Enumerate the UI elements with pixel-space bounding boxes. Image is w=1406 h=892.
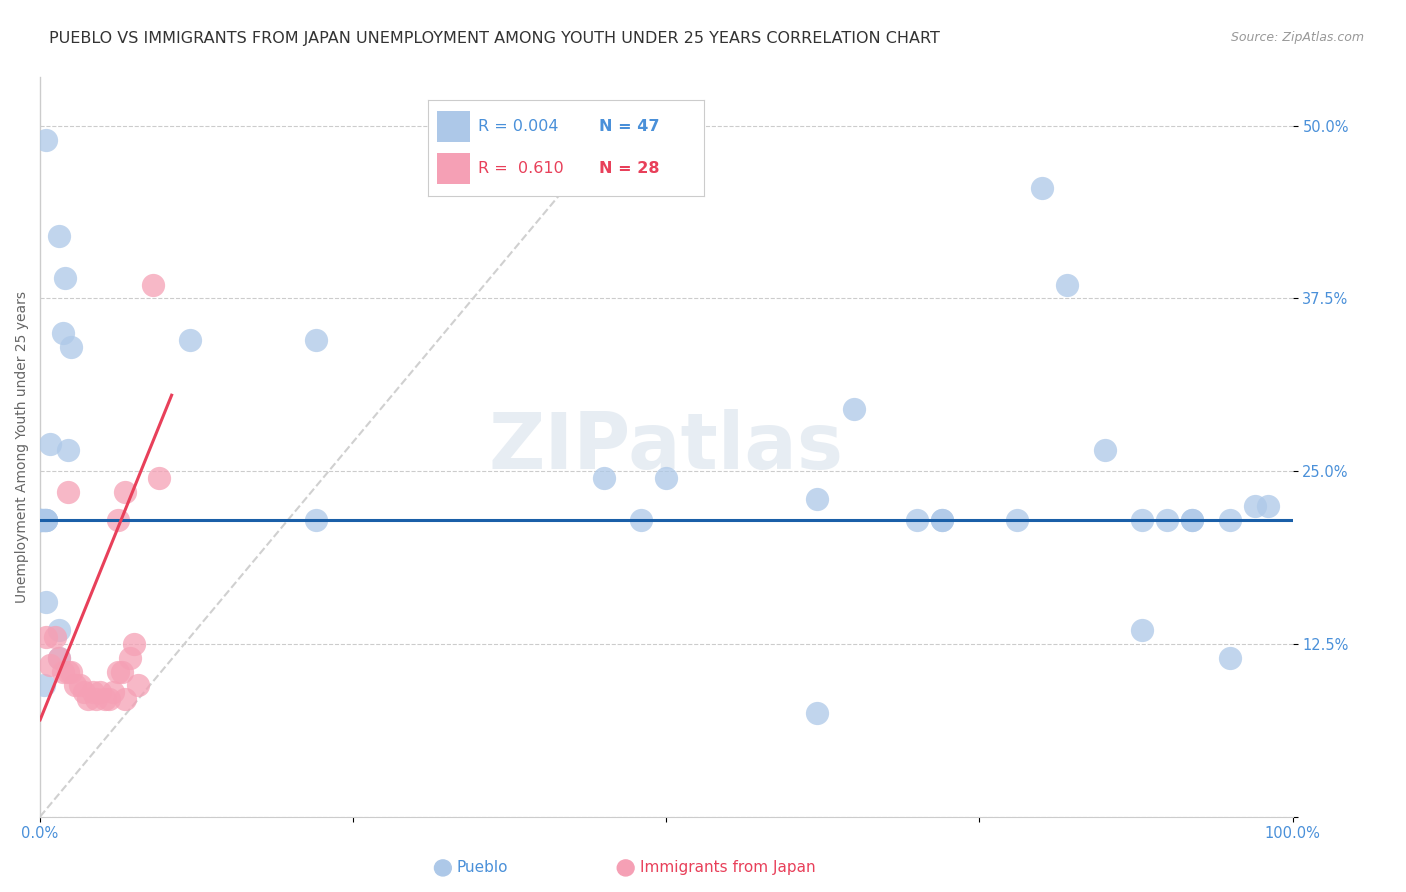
Point xyxy=(107,665,129,679)
Text: Pueblo: Pueblo xyxy=(457,861,509,875)
Point xyxy=(32,512,55,526)
Point xyxy=(30,512,52,526)
Point xyxy=(30,512,52,526)
Point xyxy=(35,630,58,644)
Point xyxy=(89,685,111,699)
Point xyxy=(1130,512,1153,526)
Point xyxy=(35,133,58,147)
Point xyxy=(630,512,652,526)
Point xyxy=(52,326,75,340)
Point xyxy=(31,512,53,526)
Point xyxy=(30,512,52,526)
Point xyxy=(69,678,91,692)
Point xyxy=(305,333,328,347)
Point xyxy=(60,340,83,354)
Point xyxy=(56,443,79,458)
Point xyxy=(905,512,928,526)
Point xyxy=(120,650,142,665)
Point xyxy=(931,512,953,526)
Point xyxy=(1181,512,1204,526)
Point xyxy=(127,678,149,692)
Point xyxy=(56,484,79,499)
Point xyxy=(592,471,614,485)
Point xyxy=(35,512,58,526)
Point xyxy=(98,692,121,706)
Point xyxy=(844,402,866,417)
Point xyxy=(806,491,828,506)
Point xyxy=(53,270,76,285)
Text: PUEBLO VS IMMIGRANTS FROM JAPAN UNEMPLOYMENT AMONG YOUTH UNDER 25 YEARS CORRELAT: PUEBLO VS IMMIGRANTS FROM JAPAN UNEMPLOY… xyxy=(49,31,941,46)
Point xyxy=(1257,499,1279,513)
Y-axis label: Unemployment Among Youth under 25 years: Unemployment Among Youth under 25 years xyxy=(15,291,30,603)
Point xyxy=(1031,181,1053,195)
Point xyxy=(73,685,96,699)
Point xyxy=(82,685,104,699)
Point xyxy=(1219,650,1241,665)
Point xyxy=(32,678,55,692)
Point xyxy=(60,665,83,679)
Point xyxy=(48,623,70,637)
Point xyxy=(63,678,86,692)
Point xyxy=(1056,277,1078,292)
Point xyxy=(94,692,117,706)
Point xyxy=(114,484,136,499)
Point xyxy=(48,229,70,244)
Point xyxy=(35,512,58,526)
Point xyxy=(179,333,201,347)
Point xyxy=(1181,512,1204,526)
Point xyxy=(931,512,953,526)
Point xyxy=(1094,443,1116,458)
Point xyxy=(52,665,75,679)
Point xyxy=(1130,623,1153,637)
Point xyxy=(806,706,828,720)
Point xyxy=(32,512,55,526)
Point xyxy=(39,657,62,672)
Point xyxy=(114,692,136,706)
Point xyxy=(39,436,62,450)
Point xyxy=(30,512,52,526)
Point xyxy=(655,471,678,485)
Point xyxy=(44,630,66,644)
Point xyxy=(1244,499,1267,513)
Point xyxy=(142,277,165,292)
Point xyxy=(305,512,328,526)
Point xyxy=(1005,512,1028,526)
Point xyxy=(148,471,170,485)
Point xyxy=(48,650,70,665)
Point xyxy=(110,665,132,679)
Point xyxy=(35,595,58,609)
Text: Immigrants from Japan: Immigrants from Japan xyxy=(640,861,815,875)
Point xyxy=(107,512,129,526)
Point xyxy=(48,650,70,665)
Point xyxy=(56,665,79,679)
Point xyxy=(76,692,98,706)
Text: Source: ZipAtlas.com: Source: ZipAtlas.com xyxy=(1230,31,1364,45)
Point xyxy=(1156,512,1178,526)
Point xyxy=(86,692,108,706)
Point xyxy=(35,512,58,526)
Point xyxy=(30,512,52,526)
Point xyxy=(122,637,145,651)
Point xyxy=(101,685,124,699)
Text: ZIPatlas: ZIPatlas xyxy=(489,409,844,485)
Point xyxy=(1219,512,1241,526)
